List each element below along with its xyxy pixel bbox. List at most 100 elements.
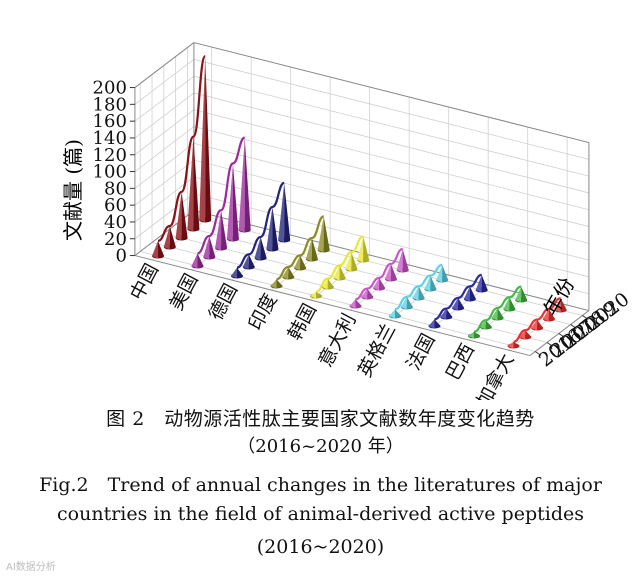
data-cone bbox=[373, 277, 386, 291]
data-cone bbox=[321, 278, 334, 290]
data-cone bbox=[531, 319, 544, 331]
gridline-side-z bbox=[134, 59, 195, 105]
cone-right-face bbox=[469, 286, 476, 302]
data-cone bbox=[519, 330, 532, 340]
cone-right-face bbox=[363, 236, 370, 263]
cone-left-face bbox=[266, 207, 273, 252]
data-cone bbox=[542, 308, 555, 322]
x-tick-label-韩国: 韩国 bbox=[284, 300, 321, 344]
cone-right-face bbox=[237, 267, 243, 279]
cone-right-face bbox=[244, 137, 251, 233]
data-cone bbox=[203, 236, 216, 260]
cone-right-face bbox=[288, 266, 295, 280]
gridline-side-z bbox=[134, 193, 195, 240]
cone-right-face bbox=[181, 191, 188, 241]
z-tick-label: 40 bbox=[104, 212, 127, 233]
data-cone bbox=[175, 191, 188, 241]
data-cone bbox=[266, 207, 279, 252]
y-tick-label-2020: 2020 bbox=[582, 288, 634, 335]
cone-right-face bbox=[221, 210, 228, 251]
data-cone bbox=[503, 297, 516, 312]
gridline-back-z bbox=[193, 142, 590, 244]
gridline-back-z bbox=[193, 92, 590, 194]
cone-left-face bbox=[491, 307, 498, 321]
x-tick-label-加拿大: 加拿大 bbox=[472, 350, 519, 400]
cone-left-face bbox=[424, 275, 431, 292]
cone-left-face bbox=[152, 240, 158, 259]
cone-left-face bbox=[440, 308, 447, 320]
cone-right-face bbox=[513, 341, 520, 349]
series-法国 bbox=[428, 273, 488, 329]
cone-left-face bbox=[373, 277, 380, 291]
axis-box-edge bbox=[529, 310, 590, 356]
data-cone bbox=[412, 286, 425, 301]
cone-left-face bbox=[175, 191, 182, 241]
series-美国 bbox=[191, 136, 251, 269]
z-tick-label: 200 bbox=[93, 78, 127, 99]
data-cone bbox=[361, 288, 374, 300]
cone-right-face bbox=[355, 299, 362, 309]
gridline-side-z bbox=[134, 92, 195, 139]
y-tick-mark bbox=[570, 324, 577, 329]
cone-right-face bbox=[509, 297, 516, 312]
gridline-back-z bbox=[193, 176, 590, 278]
cone-left-face bbox=[475, 274, 482, 293]
cone-right-face bbox=[548, 308, 555, 322]
data-cone bbox=[226, 163, 239, 242]
data-cone bbox=[479, 320, 492, 330]
cone-left-face bbox=[278, 182, 285, 243]
data-cone bbox=[349, 299, 362, 309]
data-cone bbox=[384, 263, 397, 282]
cone-left-face bbox=[231, 267, 237, 279]
cone-right-face bbox=[339, 265, 346, 281]
series-中国 bbox=[152, 55, 212, 259]
cone-right-face bbox=[311, 238, 318, 262]
x-tick-label-英格兰: 英格兰 bbox=[354, 320, 400, 381]
gridline-side-z bbox=[134, 126, 195, 172]
y-tick-mark bbox=[558, 333, 566, 338]
axis-box-edge bbox=[193, 210, 590, 312]
cone-right-face bbox=[390, 263, 397, 282]
data-cone bbox=[468, 331, 480, 339]
cone-left-face bbox=[384, 263, 391, 282]
cone-right-face bbox=[537, 319, 544, 331]
series-印度 bbox=[270, 215, 330, 289]
cone-right-face bbox=[323, 216, 330, 253]
cone-left-face bbox=[400, 296, 407, 310]
caption-en-line2: countries in the field of animal-derived… bbox=[57, 503, 584, 525]
cone-right-face bbox=[327, 278, 334, 290]
data-cone bbox=[515, 286, 528, 303]
cone-left-face bbox=[503, 297, 510, 312]
cone-right-face bbox=[406, 296, 413, 310]
data-cone bbox=[294, 255, 307, 271]
cone-left-face bbox=[321, 278, 328, 290]
data-cone bbox=[400, 296, 413, 310]
series-line bbox=[157, 55, 207, 242]
z-tick-label: 140 bbox=[93, 128, 127, 149]
chart-gridlines bbox=[134, 42, 590, 357]
z-axis-label: 文献量 (篇) bbox=[61, 139, 85, 241]
cone-right-face bbox=[418, 286, 425, 301]
cone-right-face bbox=[316, 291, 322, 299]
data-cone bbox=[187, 136, 200, 232]
z-tick-label: 160 bbox=[93, 111, 127, 132]
data-cone bbox=[310, 291, 322, 299]
data-cone bbox=[191, 253, 204, 269]
gridline-side-z bbox=[134, 75, 195, 122]
cone-left-face bbox=[333, 265, 340, 281]
cone-left-face bbox=[310, 291, 316, 299]
data-cone bbox=[424, 275, 437, 292]
axis-box-edge bbox=[134, 42, 195, 88]
gridline-side-z bbox=[134, 143, 195, 189]
gridline-back-z bbox=[193, 159, 590, 261]
data-cone bbox=[554, 298, 567, 313]
cone-right-face bbox=[276, 279, 283, 289]
cone-left-face bbox=[305, 238, 312, 262]
cone-left-face bbox=[282, 266, 289, 280]
data-cone bbox=[452, 297, 465, 311]
y-tick-mark bbox=[546, 342, 554, 347]
y-tick-mark bbox=[582, 315, 589, 320]
cone-left-face bbox=[294, 255, 301, 271]
